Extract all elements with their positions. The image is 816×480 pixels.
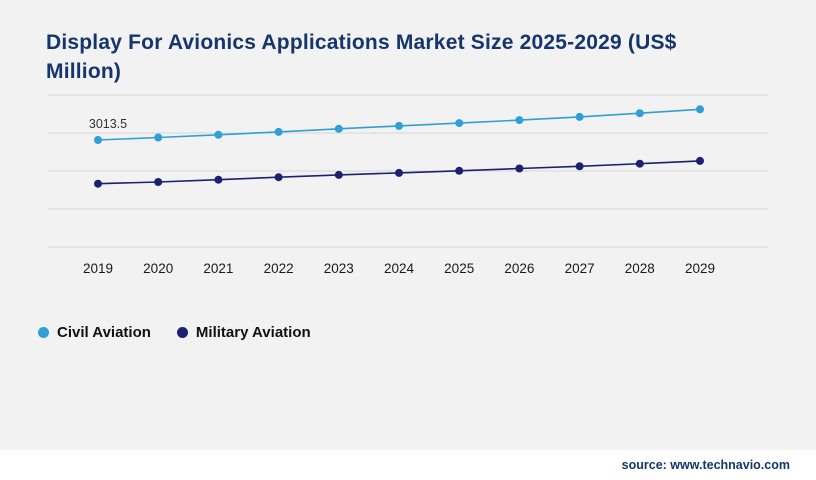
civil-aviation-marker-icon	[38, 327, 49, 338]
data-point-military-aviation-2026	[515, 164, 524, 173]
data-point-military-aviation-2022	[274, 173, 283, 182]
footer-bar: source: www.technavio.com	[0, 450, 816, 480]
data-point-civil-aviation-2026	[515, 116, 524, 125]
legend-label-military-aviation: Military Aviation	[195, 324, 311, 341]
legend-label-civil-aviation: Civil Aviation	[57, 324, 151, 341]
x-axis-label-2029: 2029	[685, 261, 715, 276]
source-attribution: source: www.technavio.com	[621, 458, 790, 472]
x-axis-label-2020: 2020	[143, 261, 173, 276]
data-point-civil-aviation-2025	[455, 119, 464, 128]
x-axis-label-2019: 2019	[83, 261, 113, 276]
data-point-military-aviation-2028	[635, 159, 644, 168]
data-point-civil-aviation-2019	[94, 136, 102, 144]
x-axis-label-2028: 2028	[625, 261, 655, 276]
data-point-civil-aviation-2022	[274, 127, 283, 136]
legend-item-civil-aviation: Civil Aviation	[38, 324, 151, 341]
data-point-military-aviation-2020	[154, 178, 163, 186]
data-point-military-aviation-2024	[395, 168, 403, 177]
market-size-line-chart: 3013.5 2019 2020 2021 2022 2023 2024 2025 2026 20…	[48, 94, 768, 276]
data-point-military-aviation-2019	[94, 179, 102, 188]
x-axis-label-2026: 2026	[504, 261, 534, 276]
x-axis-label-2024: 2024	[384, 261, 415, 276]
x-axis-label-2022: 2022	[264, 261, 294, 276]
data-point-civil-aviation-2029	[696, 105, 704, 114]
chart-area: 3013.5 2019 2020 2021 2022 2023 2024 2025 2026 20…	[48, 87, 768, 287]
data-point-civil-aviation-2024	[395, 121, 403, 130]
data-point-military-aviation-2027	[575, 162, 584, 171]
military-aviation-marker-icon	[176, 327, 188, 338]
x-axis-label-2021: 2021	[203, 261, 233, 276]
legend-item-military-aviation: Military Aviation	[176, 324, 311, 341]
x-axis-label-2025: 2025	[444, 261, 474, 276]
data-point-military-aviation-2029	[696, 156, 704, 165]
data-point-civil-aviation-2027	[575, 112, 584, 121]
data-point-civil-aviation-2023	[334, 124, 343, 133]
data-point-civil-aviation-2021	[214, 130, 223, 139]
data-point-military-aviation-2025	[455, 166, 464, 175]
data-point-civil-aviation-2020	[154, 133, 163, 142]
data-point-military-aviation-2023	[334, 170, 343, 179]
data-point-label: 3013.5	[89, 117, 127, 131]
data-point-civil-aviation-2028	[635, 109, 644, 118]
data-point-military-aviation-2021	[214, 175, 223, 184]
chart-title: Display For Avionics Applications Market…	[46, 31, 677, 84]
x-axis-label-2027: 2027	[565, 261, 595, 276]
x-axis-label-2023: 2023	[324, 261, 354, 276]
chart-legend: Civil Aviation Military Aviation	[38, 324, 311, 341]
